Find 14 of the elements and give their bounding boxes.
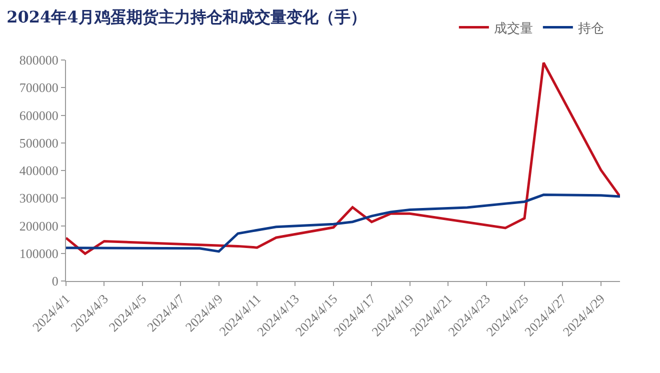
- y-tick-label: 700000: [19, 80, 58, 96]
- line-series: [66, 62, 620, 255]
- y-tick-label: 800000: [19, 52, 58, 68]
- chart-title: 2024年4月鸡蛋期货主力持仓和成交量变化（手）: [6, 7, 366, 26]
- y-tick-label: 0: [52, 274, 58, 289]
- legend-label: 持仓: [578, 21, 604, 36]
- y-tick-label: 600000: [19, 108, 58, 123]
- legend-label: 成交量: [494, 20, 533, 36]
- y-tick-label: 500000: [19, 135, 58, 150]
- y-tick-label: 200000: [19, 218, 58, 234]
- y-tick-label: 100000: [19, 246, 58, 261]
- line-series: [66, 194, 620, 253]
- y-tick-label: 300000: [19, 190, 58, 206]
- y-tick-label: 400000: [19, 163, 58, 178]
